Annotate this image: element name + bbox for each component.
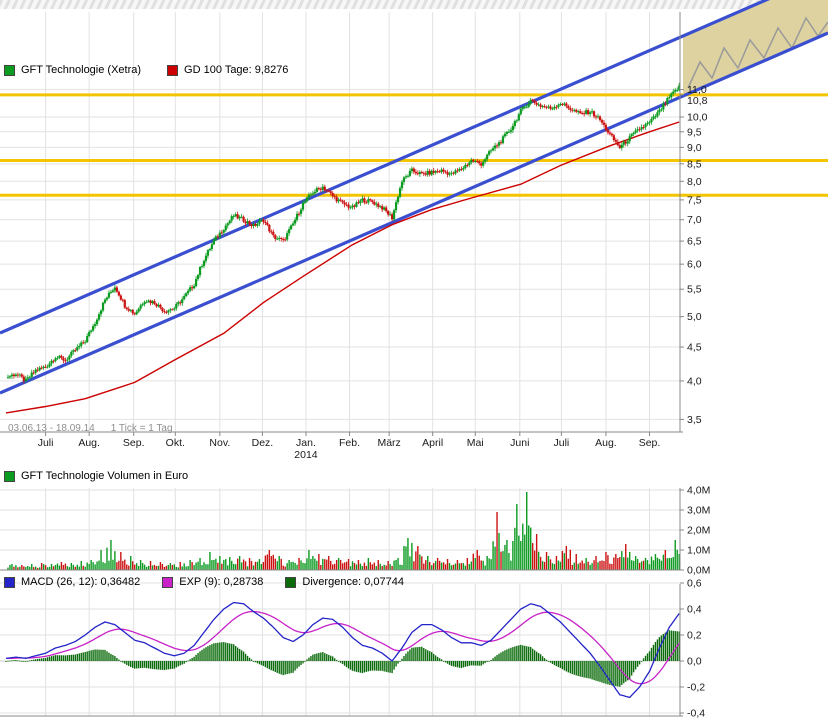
svg-text:Nov.: Nov.: [209, 437, 230, 449]
legend-item-volume: GFT Technologie Volumen in Euro: [4, 470, 188, 482]
svg-text:Aug.: Aug.: [595, 437, 617, 449]
price-series-label: GFT Technologie (Xetra): [21, 64, 142, 76]
legend-item-divergence: Divergence: 0,07744: [285, 576, 404, 588]
svg-text:6,0: 6,0: [687, 259, 702, 271]
svg-text:9,0: 9,0: [687, 142, 702, 154]
svg-text:8,5: 8,5: [687, 158, 702, 170]
svg-text:Sep.: Sep.: [639, 437, 661, 449]
svg-text:11,0: 11,0: [687, 84, 707, 96]
svg-text:2,0M: 2,0M: [687, 525, 710, 537]
macd-chart-legend: MACD (26, 12): 0,36482 EXP (9): 0,28738 …: [4, 576, 404, 588]
tick-unit-text: 1 Tick = 1 Tag: [110, 423, 173, 434]
svg-text:Juni: Juni: [510, 437, 529, 449]
svg-text:Dez.: Dez.: [252, 437, 274, 449]
date-range-note: 03.06.13 - 18.09.14 1 Tick = 1 Tag: [8, 423, 173, 434]
exp-series-swatch: [162, 576, 174, 588]
svg-text:0,4: 0,4: [687, 604, 702, 616]
svg-text:4,5: 4,5: [687, 342, 702, 354]
svg-text:5,0: 5,0: [687, 311, 702, 323]
svg-text:1,0M: 1,0M: [687, 545, 710, 557]
svg-text:6,5: 6,5: [687, 236, 702, 248]
volume-chart-legend: GFT Technologie Volumen in Euro: [4, 470, 188, 482]
drag-stripe-bar: [0, 0, 828, 9]
main-chart-legend: GFT Technologie (Xetra) GD 100 Tage: 9,8…: [4, 64, 288, 76]
svg-text:Aug.: Aug.: [78, 437, 100, 449]
svg-text:April: April: [422, 437, 443, 449]
svg-text:5,5: 5,5: [687, 284, 702, 296]
svg-text:3,5: 3,5: [687, 414, 702, 426]
legend-item-exp: EXP (9): 0,28738: [162, 576, 263, 588]
macd-series-swatch: [4, 576, 15, 588]
svg-text:Feb.: Feb.: [339, 437, 360, 449]
svg-text:0,2: 0,2: [687, 630, 702, 642]
svg-text:Juli: Juli: [38, 437, 54, 449]
svg-text:Okt.: Okt.: [166, 437, 185, 449]
svg-text:Juli: Juli: [554, 437, 570, 449]
svg-text:Mai: Mai: [467, 437, 484, 449]
volume-series-label: GFT Technologie Volumen in Euro: [21, 470, 189, 482]
price-series-swatch: [4, 64, 15, 76]
svg-text:0,0M: 0,0M: [687, 565, 710, 577]
svg-text:März: März: [377, 437, 400, 449]
legend-item-gd100: GD 100 Tage: 9,8276: [167, 64, 288, 76]
svg-text:Sep.: Sep.: [123, 437, 145, 449]
volume-series-swatch: [4, 470, 15, 482]
svg-text:0,6: 0,6: [687, 578, 702, 590]
divergence-series-swatch: [285, 576, 297, 588]
svg-text:10,0: 10,0: [687, 112, 708, 124]
svg-text:10,8: 10,8: [687, 95, 708, 107]
svg-text:8,0: 8,0: [687, 176, 702, 188]
svg-text:-0,2: -0,2: [687, 682, 705, 694]
svg-text:0,0: 0,0: [687, 656, 702, 668]
svg-text:-0,4: -0,4: [687, 708, 705, 720]
macd-series-label: MACD (26, 12): 0,36482: [21, 576, 141, 588]
svg-text:9,5: 9,5: [687, 126, 702, 138]
divergence-series-label: Divergence: 0,07744: [302, 576, 404, 588]
date-range-text: 03.06.13 - 18.09.14: [8, 423, 95, 434]
exp-series-label: EXP (9): 0,28738: [179, 576, 264, 588]
svg-text:Jan.: Jan.: [296, 437, 316, 449]
svg-text:4,0: 4,0: [687, 375, 702, 387]
gd100-swatch: [167, 64, 179, 76]
gd100-label: GD 100 Tage: 9,8276: [184, 64, 289, 76]
svg-text:2014: 2014: [294, 449, 318, 461]
svg-text:4,0M: 4,0M: [687, 485, 710, 497]
legend-item-macd: MACD (26, 12): 0,36482: [4, 576, 140, 588]
legend-item-price: GFT Technologie (Xetra): [4, 64, 141, 76]
svg-text:3,0M: 3,0M: [687, 505, 710, 517]
svg-text:7,0: 7,0: [687, 214, 702, 226]
svg-text:7,5: 7,5: [687, 194, 702, 206]
